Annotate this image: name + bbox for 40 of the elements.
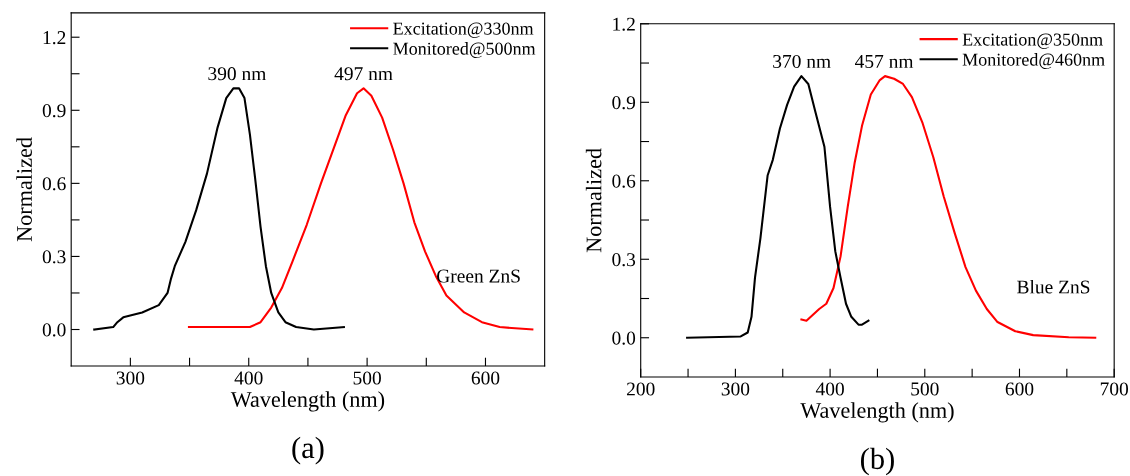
y-axis-title: Normalized	[16, 137, 32, 242]
line-series	[93, 87, 345, 331]
x-tick-label: 600	[1005, 382, 1034, 396]
y-tick-label: 0.6	[612, 174, 636, 188]
x-tick-label: 300	[721, 382, 750, 396]
annotation: 370 nm	[773, 54, 831, 69]
x-tick-label: 600	[471, 371, 500, 385]
y-tick-label: 0.9	[612, 96, 636, 110]
x-tick-label: 500	[911, 382, 939, 396]
line-series	[686, 75, 870, 339]
x-tick-label: 200	[626, 382, 655, 396]
line-series	[800, 75, 1097, 339]
y-tick-label: 0.0	[612, 331, 636, 345]
annotation: Green ZnS	[437, 269, 520, 283]
annotation: 497 nm	[334, 67, 393, 81]
x-tick-label: 500	[353, 371, 381, 385]
line-series	[187, 87, 534, 331]
legend-label: Monitored@460nm	[962, 53, 1105, 69]
legend-label: Monitored@500nm	[393, 42, 536, 59]
legend-label: Excitation@350nm	[962, 33, 1103, 49]
text: (a)	[292, 436, 324, 465]
x-tick-label: 400	[815, 382, 844, 396]
y-tick-label: 0.3	[612, 253, 636, 267]
y-tick-label: 1.2	[613, 17, 635, 31]
x-tick-label: 700	[1100, 382, 1129, 396]
y-tick-label: 0.6	[42, 177, 66, 191]
x-axis-title: Wavelength (nm)	[230, 391, 385, 412]
x-tick-label: 300	[116, 371, 145, 385]
annotation: Blue ZnS	[1017, 279, 1090, 294]
y-tick-label: 0.9	[42, 104, 66, 118]
y-tick-label: 0.3	[42, 250, 66, 264]
x-axis-title: Wavelength (nm)	[800, 402, 954, 423]
text: (b)	[860, 447, 894, 476]
x-tick-label: 400	[234, 371, 263, 385]
y-tick-label: 1.2	[43, 31, 66, 45]
annotation: 457 nm	[855, 55, 914, 69]
annotation: 390 nm	[208, 67, 267, 81]
legend-label: Excitation@330nm	[393, 22, 534, 38]
y-tick-label: 0.0	[42, 323, 66, 337]
y-axis-title: Normalized	[585, 148, 602, 253]
